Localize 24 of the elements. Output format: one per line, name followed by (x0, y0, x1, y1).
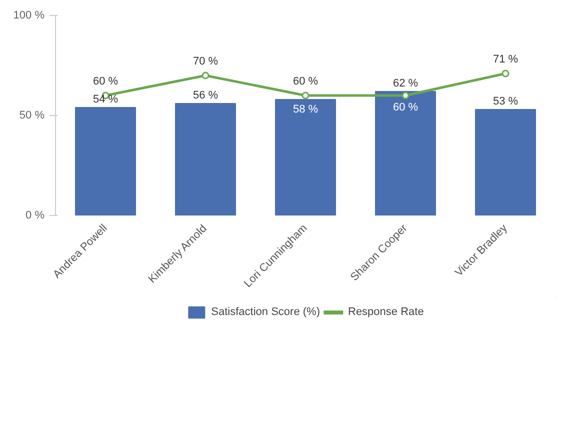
bar (475, 109, 536, 216)
y-tick-label: 100 % (13, 10, 45, 22)
data-label: 60 % (392, 102, 418, 114)
data-label: 60 % (92, 76, 118, 88)
data-label: 71 % (492, 54, 518, 66)
point (202, 72, 210, 80)
data-label: 60 % (292, 76, 318, 88)
legend-label: Satisfaction Score (%) (211, 306, 320, 318)
bar (75, 107, 136, 216)
data-label: 70 % (192, 56, 218, 68)
data-label: 62 % (392, 78, 418, 90)
data-label: 58 % (292, 104, 318, 116)
bar (275, 99, 336, 216)
bar (375, 91, 436, 216)
point (402, 92, 410, 100)
data-label: 56 % (192, 90, 218, 102)
y-tick-label: 0 % (26, 210, 45, 222)
y-tick-label: 50 % (19, 110, 45, 122)
point (302, 92, 310, 100)
point (502, 70, 510, 78)
legend-label: Response Rate (348, 306, 424, 318)
bar (175, 103, 236, 216)
data-label: 53 % (492, 96, 518, 108)
data-label: 54 % (92, 94, 118, 106)
